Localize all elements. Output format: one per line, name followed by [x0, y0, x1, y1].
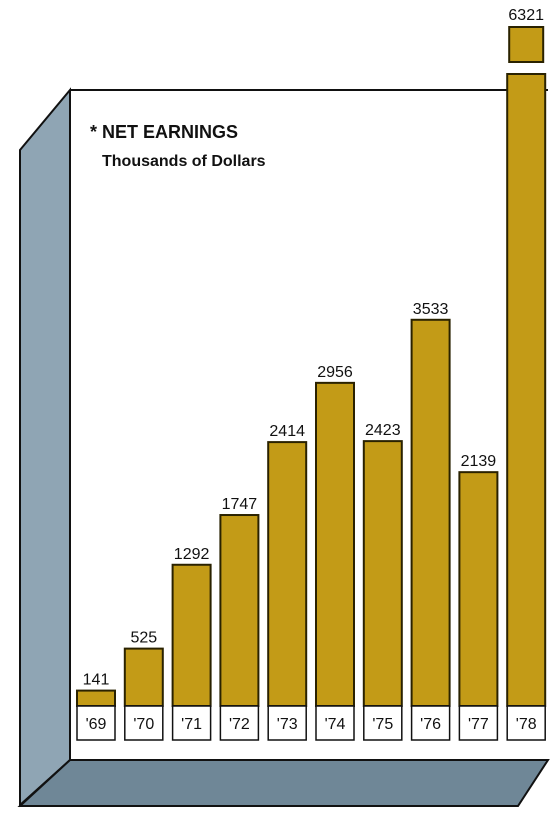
value-label-6: 2423: [365, 422, 401, 439]
category-label-2: '71: [181, 716, 202, 733]
value-label-4: 2414: [269, 423, 305, 440]
value-label-3: 1747: [222, 496, 258, 513]
bar-1: [123, 647, 164, 707]
value-label-8: 2139: [461, 453, 497, 470]
bar-5: [315, 381, 355, 707]
bar-0: [76, 689, 116, 707]
chart-subtitle: Thousands of Dollars: [102, 153, 266, 170]
frame-left-side: [19, 87, 71, 808]
category-box-5: [315, 705, 355, 741]
title-marker: *: [90, 122, 97, 142]
value-label-1: 525: [130, 630, 157, 647]
value-label-2: 1292: [174, 546, 210, 563]
category-box-3: [219, 705, 260, 741]
category-label-6: '75: [372, 716, 393, 733]
category-box-0: [76, 705, 116, 741]
category-box-2: [171, 705, 212, 741]
bar-3: [219, 514, 260, 707]
category-box-9: [506, 705, 546, 741]
category-box-8: [458, 705, 499, 741]
category-label-8: '77: [468, 716, 489, 733]
category-box-7: [410, 705, 451, 741]
value-label-7: 3533: [413, 301, 449, 318]
category-label-4: '73: [277, 716, 298, 733]
value-label-9: 6321: [508, 7, 544, 24]
category-label-9: '78: [516, 716, 537, 733]
category-label-0: '69: [86, 716, 107, 733]
bar-2: [171, 563, 212, 707]
frame-bottom-side: [17, 759, 550, 807]
bar-7: [410, 318, 451, 707]
category-box-1: [124, 705, 164, 741]
category-label-7: '76: [420, 716, 441, 733]
bar-4: [267, 441, 308, 707]
value-label-0: 141: [83, 672, 110, 689]
bar-8: [458, 471, 499, 707]
value-label-5: 2956: [317, 364, 353, 381]
bar-9: [506, 73, 547, 707]
bar-9-top-fragment: [508, 26, 545, 63]
bars-group: '69 141 '70 525 '71 1292 '72 1747 '73 2414 '74 2956…: [76, 7, 547, 741]
category-label-3: '72: [229, 716, 250, 733]
category-box-6: [363, 705, 403, 741]
chart-title: NET EARNINGS: [102, 122, 238, 142]
category-label-1: '70: [133, 716, 154, 733]
bar-6: [362, 440, 403, 707]
category-box-4: [267, 705, 307, 741]
category-label-5: '74: [325, 716, 346, 733]
